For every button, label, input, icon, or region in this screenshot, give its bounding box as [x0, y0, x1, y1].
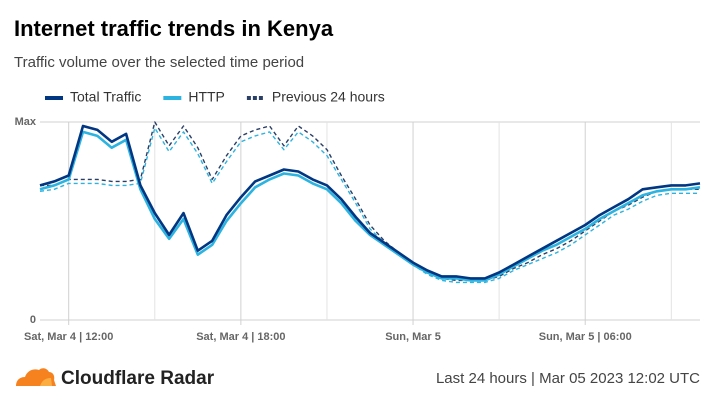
chart-title: Internet traffic trends in Kenya: [14, 16, 334, 41]
chart-subtitle: Traffic volume over the selected time pe…: [14, 54, 304, 71]
x-tick-label: Sat, Mar 4 | 12:00: [24, 331, 113, 343]
legend-label: Previous 24 hours: [272, 89, 385, 105]
y-tick-label: Max: [15, 116, 37, 128]
cloudflare-logo: [16, 368, 56, 386]
legend-label: HTTP: [188, 89, 225, 105]
series-line: [39, 130, 701, 282]
brand: Cloudflare Radar: [61, 368, 215, 389]
dashed-series-line: [39, 127, 700, 284]
y-tick-label: 0: [30, 314, 36, 326]
x-tick-label: Sat, Mar 4 | 18:00: [196, 331, 285, 343]
x-tick-label: Sun, Mar 5: [385, 331, 441, 343]
series-line: [39, 124, 701, 280]
logo-cloud-accent: [40, 378, 52, 386]
footer-note: Last 24 hours | Mar 05 2023 12:02 UTC: [436, 370, 700, 387]
legend-label: Total Traffic: [70, 89, 141, 105]
dashed-series-line: [40, 121, 700, 282]
x-tick-label: Sun, Mar 5 | 06:00: [539, 331, 632, 343]
